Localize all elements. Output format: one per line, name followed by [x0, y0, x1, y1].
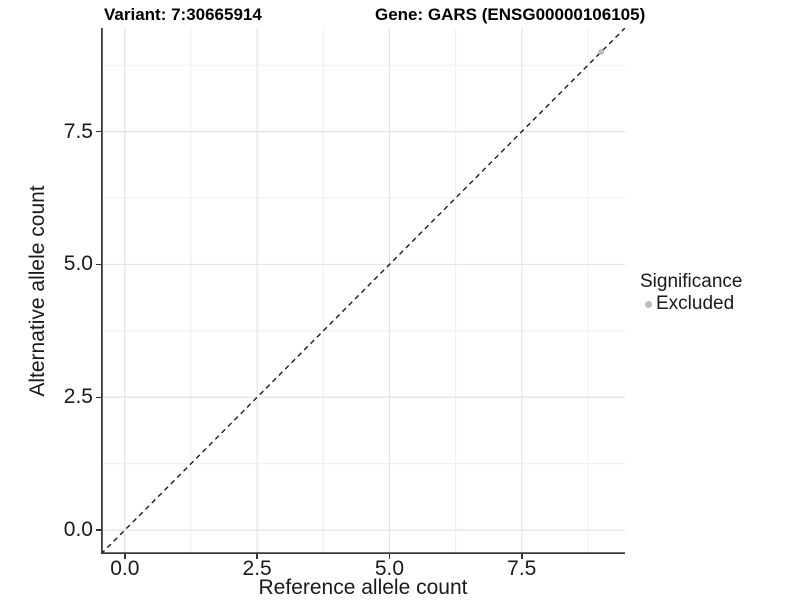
x-tick-mark [256, 554, 258, 559]
y-tick-mark [96, 529, 101, 531]
y-tick-mark [96, 130, 101, 133]
legend-entry: Excluded [640, 293, 742, 315]
legend: Significance Excluded [640, 271, 742, 315]
x-tick-mark [124, 554, 126, 559]
legend-title: Significance [640, 271, 743, 292]
y-tick-label: 7.5 [63, 119, 93, 143]
legend-key [640, 293, 656, 315]
y-tick-mark [96, 263, 101, 266]
x-tick-label: 0.0 [110, 557, 140, 580]
identity-line [100, 27, 626, 555]
y-tick-label: 0.0 [63, 518, 93, 542]
x-tick-label: 7.5 [507, 557, 537, 580]
plot-title-variant: Variant: 7:30665914 [104, 5, 262, 24]
x-tick-label: 2.5 [242, 557, 272, 580]
plot-panel [100, 27, 626, 555]
y-tick-mark [96, 396, 101, 398]
x-tick-label: 5.0 [374, 557, 405, 580]
y-tick-label: 5.0 [63, 252, 93, 276]
plot-title-gene: Gene: GARS (ENSG00000106105) [375, 5, 646, 24]
plot-svg [100, 27, 626, 555]
x-tick-mark [388, 554, 391, 559]
legend-entries: Excluded [640, 293, 742, 315]
legend-entry-label: Excluded [656, 293, 735, 314]
data-point [598, 48, 605, 55]
y-axis-title: Alternative allele count [26, 185, 49, 397]
y-tick-label: 2.5 [63, 385, 93, 409]
x-tick-mark [521, 554, 523, 559]
x-axis-title: Reference allele count [258, 576, 468, 599]
legend-point-icon [644, 300, 652, 308]
